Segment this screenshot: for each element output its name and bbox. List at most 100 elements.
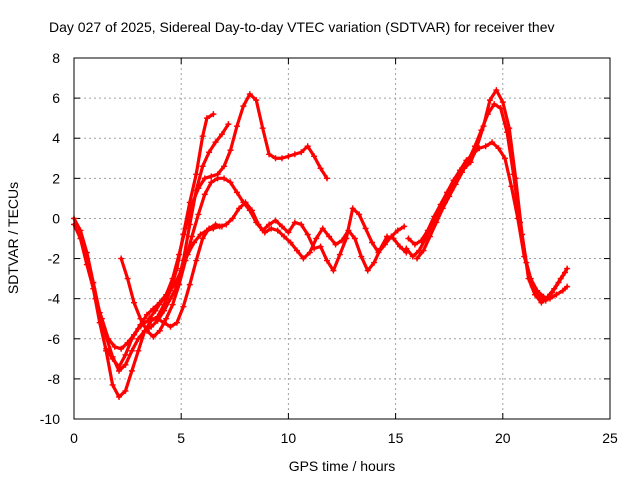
- data-point: [201, 175, 208, 182]
- data-point: [319, 225, 326, 232]
- data-point: [197, 231, 204, 238]
- data-point: [278, 223, 285, 230]
- data-point: [323, 175, 330, 182]
- data-point: [369, 239, 376, 246]
- data-point: [433, 219, 440, 226]
- data-point: [193, 257, 200, 264]
- data-point: [223, 221, 230, 228]
- series-line: [93, 92, 329, 351]
- data-point: [482, 143, 489, 150]
- data-point: [105, 335, 112, 342]
- data-point: [523, 259, 530, 266]
- data-point: [495, 145, 502, 152]
- data-point: [156, 327, 163, 334]
- data-point: [221, 175, 228, 182]
- data-point: [124, 275, 131, 282]
- data-point: [394, 227, 401, 234]
- data-point: [516, 219, 523, 226]
- data-point: [128, 367, 135, 374]
- data-point: [171, 281, 178, 288]
- data-point: [459, 169, 466, 176]
- data-point: [131, 299, 138, 306]
- data-point: [167, 295, 174, 302]
- data-point: [195, 185, 202, 192]
- data-point: [253, 97, 260, 104]
- data-point: [199, 133, 206, 140]
- data-point: [225, 121, 232, 128]
- data-point: [111, 343, 118, 350]
- data-point: [371, 259, 378, 266]
- data-point: [206, 149, 213, 156]
- x-axis-label: GPS time / hours: [289, 458, 396, 474]
- data-point: [109, 355, 116, 362]
- data-point: [300, 255, 307, 262]
- data-point: [291, 219, 298, 226]
- data-point: [158, 297, 165, 304]
- y-tick-label: -4: [48, 291, 61, 307]
- data-point: [272, 155, 279, 162]
- data-point: [339, 237, 345, 244]
- data-point: [414, 255, 421, 262]
- data-point: [199, 235, 206, 242]
- data-point: [450, 177, 457, 184]
- data-point: [317, 243, 324, 250]
- data-point: [499, 99, 506, 106]
- x-tick-label: 0: [70, 430, 78, 446]
- data-point: [182, 225, 189, 232]
- data-point: [261, 229, 268, 236]
- data-point: [281, 233, 288, 240]
- data-point: [497, 105, 504, 112]
- series-track-3: [92, 91, 330, 352]
- data-point: [420, 247, 427, 254]
- data-point: [242, 199, 249, 206]
- data-point: [221, 163, 228, 170]
- data-point: [564, 283, 571, 290]
- data-point: [128, 335, 135, 342]
- data-point: [116, 363, 123, 370]
- series-line: [72, 112, 215, 399]
- series-line: [404, 88, 569, 305]
- data-point: [148, 323, 155, 330]
- data-point: [195, 211, 202, 218]
- data-point: [510, 171, 517, 178]
- data-point: [246, 91, 253, 98]
- plot-frame: [73, 57, 611, 420]
- data-point: [152, 307, 159, 314]
- data-point: [135, 325, 142, 332]
- y-tick-label: 6: [52, 90, 60, 106]
- x-tick-label: 5: [177, 430, 185, 446]
- data-point: [439, 205, 446, 212]
- data-point: [336, 251, 343, 258]
- data-point: [191, 239, 198, 246]
- data-point: [201, 191, 208, 198]
- data-point: [214, 175, 221, 182]
- series-track-1: [71, 111, 217, 400]
- data-point: [529, 283, 536, 290]
- data-point: [176, 251, 183, 258]
- data-point: [212, 139, 219, 146]
- data-point: [411, 241, 418, 248]
- data-point: [193, 171, 200, 178]
- series-line: [406, 140, 569, 301]
- data-point: [188, 201, 195, 208]
- data-point: [437, 201, 444, 208]
- data-point: [396, 243, 403, 250]
- data-point: [304, 231, 311, 238]
- data-point: [248, 207, 255, 214]
- series-line: [415, 102, 567, 303]
- data-point: [555, 279, 562, 286]
- data-point: [476, 145, 483, 152]
- data-point: [137, 315, 144, 322]
- data-point: [169, 301, 176, 308]
- data-point: [298, 221, 305, 228]
- data-point: [489, 139, 496, 146]
- data-point: [103, 345, 110, 352]
- y-tick-label: 2: [52, 170, 60, 186]
- data-point: [424, 227, 431, 234]
- data-point: [184, 251, 191, 258]
- data-point: [330, 267, 337, 274]
- data-point: [122, 361, 129, 368]
- y-tick-label: -10: [40, 411, 60, 427]
- data-point: [109, 381, 116, 388]
